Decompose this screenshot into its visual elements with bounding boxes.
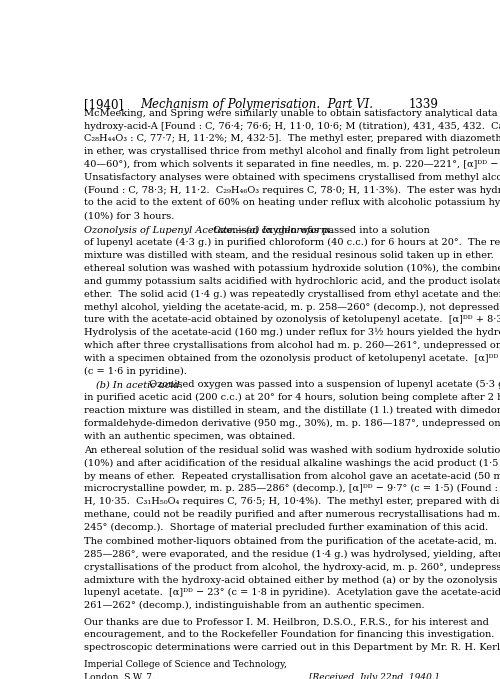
Text: Ozonised oxygen was passed into a suspension of lupenyl acetate (5·3 g.): Ozonised oxygen was passed into a suspen… (144, 380, 500, 389)
Text: 285—286°, were evaporated, and the residue (1·4 g.) was hydrolysed, yielding, af: 285—286°, were evaporated, and the resid… (84, 550, 500, 559)
Text: Mechanism of Polymerisation.  Part VI.: Mechanism of Polymerisation. Part VI. (140, 98, 373, 111)
Text: reaction mixture was distilled in steam, and the distillate (1 l.) treated with : reaction mixture was distilled in steam,… (84, 406, 500, 415)
Text: admixture with the hydroxy-acid obtained either by method (a) or by the ozonolys: admixture with the hydroxy-acid obtained… (84, 576, 500, 585)
Text: in purified acetic acid (200 c.c.) at 20° for 4 hours, solution being complete a: in purified acetic acid (200 c.c.) at 20… (84, 393, 500, 402)
Text: methyl alcohol, yielding the acetate-acid, m. p. 258—260° (decomp.), not depress: methyl alcohol, yielding the acetate-aci… (84, 302, 500, 312)
Text: (10%) for 3 hours.: (10%) for 3 hours. (84, 211, 174, 220)
Text: methane, could not be readily purified and after numerous recrystallisations had: methane, could not be readily purified a… (84, 510, 500, 519)
Text: Hydrolysis of the acetate-acid (160 mg.) under reflux for 3½ hours yielded the h: Hydrolysis of the acetate-acid (160 mg.)… (84, 328, 500, 337)
Text: 245° (decomp.).  Shortage of material precluded further examination of this acid: 245° (decomp.). Shortage of material pre… (84, 523, 488, 532)
Text: of lupenyl acetate (4·3 g.) in purified chloroform (40 c.c.) for 6 hours at 20°.: of lupenyl acetate (4·3 g.) in purified … (84, 238, 500, 247)
Text: encouragement, and to the Rockefeller Foundation for financing this investigatio: encouragement, and to the Rockefeller Fo… (84, 630, 500, 640)
Text: ether.  The solid acid (1·4 g.) was repeatedly crystallised from ethyl acetate a: ether. The solid acid (1·4 g.) was repea… (84, 289, 500, 299)
Text: Unsatisfactory analyses were obtained with specimens crystallised from methyl al: Unsatisfactory analyses were obtained wi… (84, 172, 500, 182)
Text: microcrystalline powder, m. p. 285—286° (decomp.), [α]ᴰᴰ − 9·7° (c = 1·5) (Found: microcrystalline powder, m. p. 285—286° … (84, 484, 500, 494)
Text: in ether, was crystallised thrice from methyl alcohol and finally from light pet: in ether, was crystallised thrice from m… (84, 147, 500, 156)
Text: hydroxy-acid-A [Found : C, 76·4; 76·6; H, 11·0, 10·6; M (titration), 431, 435, 4: hydroxy-acid-A [Found : C, 76·4; 76·6; H… (84, 122, 500, 130)
Text: (Found : C, 78·3; H, 11·2.  C₂₉H₄₆O₃ requires C, 78·0; H, 11·3%).  The ester was: (Found : C, 78·3; H, 11·2. C₂₉H₄₆O₃ requ… (84, 185, 500, 195)
Text: The combined mother-liquors obtained from the purification of the acetate-acid, : The combined mother-liquors obtained fro… (84, 537, 500, 546)
Text: mixture was distilled with steam, and the residual resinous solid taken up in et: mixture was distilled with steam, and th… (84, 251, 500, 260)
Text: 261—262° (decomp.), indistinguishable from an authentic specimen.: 261—262° (decomp.), indistinguishable fr… (84, 601, 424, 610)
Text: An ethereal solution of the residual solid was washed with sodium hydroxide solu: An ethereal solution of the residual sol… (84, 446, 500, 455)
Text: (10%) and after acidification of the residual alkaline washings the acid product: (10%) and after acidification of the res… (84, 459, 500, 468)
Text: and gummy potassium salts acidified with hydrochloric acid, and the product isol: and gummy potassium salts acidified with… (84, 277, 500, 286)
Text: Ozonised oxygen was passed into a solution: Ozonised oxygen was passed into a soluti… (206, 225, 430, 234)
Text: lupenyl acetate.  [α]ᴰᴰ − 23° (c = 1·8 in pyridine).  Acetylation gave the aceta: lupenyl acetate. [α]ᴰᴰ − 23° (c = 1·8 in… (84, 589, 500, 598)
Text: McMeeking, and Spring were similarly unable to obtain satisfactory analytical da: McMeeking, and Spring were similarly una… (84, 109, 500, 117)
Text: [1940]: [1940] (84, 98, 123, 111)
Text: spectroscopic determinations were carried out in this Department by Mr. R. H. Ke: spectroscopic determinations were carrie… (84, 643, 500, 653)
Text: Imperial College of Science and Technology,: Imperial College of Science and Technolo… (84, 660, 286, 669)
Text: ethereal solution was washed with potassium hydroxide solution (10%), the combin: ethereal solution was washed with potass… (84, 264, 500, 273)
Text: H, 10·35.  C₃₁H₅₀O₄ requires C, 76·5; H, 10·4%).  The methyl ester, prepared wit: H, 10·35. C₃₁H₅₀O₄ requires C, 76·5; H, … (84, 497, 500, 507)
Text: London, S.W. 7.: London, S.W. 7. (84, 672, 154, 679)
Text: (b) In acetic acid.: (b) In acetic acid. (96, 380, 183, 389)
Text: Ozonolysis of Lupenyl Acetate.—(a) In chloroform.: Ozonolysis of Lupenyl Acetate.—(a) In ch… (84, 225, 333, 235)
Text: [Received, July 22nd, 1940.]: [Received, July 22nd, 1940.] (309, 672, 438, 679)
Text: C₂₈H₄₄O₃ : C, 77·7; H, 11·2%; M, 432·5].  The methyl ester, prepared with diazom: C₂₈H₄₄O₃ : C, 77·7; H, 11·2%; M, 432·5].… (84, 134, 500, 143)
Text: crystallisations of the product from alcohol, the hydroxy-acid, m. p. 260°, unde: crystallisations of the product from alc… (84, 563, 500, 572)
Text: formaldehyde-dimedon derivative (950 mg., 30%), m. p. 186—187°, undepressed on a: formaldehyde-dimedon derivative (950 mg.… (84, 419, 500, 428)
Text: which after three crystallisations from alcohol had m. p. 260—261°, undepressed : which after three crystallisations from … (84, 341, 500, 350)
Text: Our thanks are due to Professor I. M. Heilbron, D.S.O., F.R.S., for his interest: Our thanks are due to Professor I. M. He… (84, 618, 488, 627)
Text: by means of ether.  Repeated crystallisation from alcohol gave an acetate-acid (: by means of ether. Repeated crystallisat… (84, 471, 500, 481)
Text: with an authentic specimen, was obtained.: with an authentic specimen, was obtained… (84, 432, 295, 441)
Text: 1339: 1339 (408, 98, 438, 111)
Text: 40—60°), from which solvents it separated in fine needles, m. p. 220—221°, [α]ᴰᴰ: 40—60°), from which solvents it separate… (84, 160, 500, 169)
Text: ture with the acetate-acid obtained by ozonolysis of ketolupenyl acetate.  [α]ᴰᴰ: ture with the acetate-acid obtained by o… (84, 315, 500, 325)
Text: with a specimen obtained from the ozonolysis product of ketolupenyl acetate.  [α: with a specimen obtained from the ozonol… (84, 354, 500, 363)
Text: (c = 1·6 in pyridine).: (c = 1·6 in pyridine). (84, 367, 186, 375)
Text: to the acid to the extent of 60% on heating under reflux with alcoholic potassiu: to the acid to the extent of 60% on heat… (84, 198, 500, 207)
